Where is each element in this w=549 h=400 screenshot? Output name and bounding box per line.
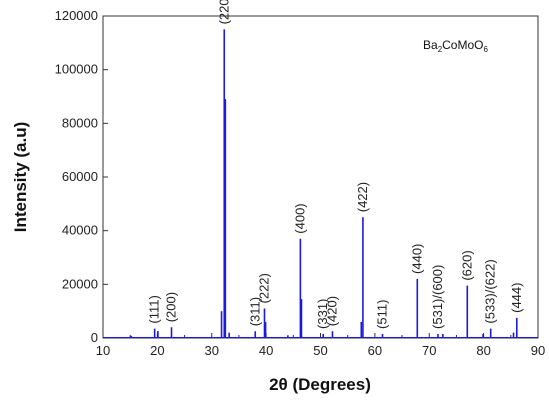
peak-label: (420) xyxy=(324,296,339,326)
x-tick-label: 50 xyxy=(313,343,327,358)
x-tick-label: 70 xyxy=(422,343,436,358)
legend-label-part: Ba xyxy=(423,38,438,52)
y-tick-label: 80000 xyxy=(62,115,98,130)
peak-label: (531)/(600) xyxy=(430,265,445,329)
peak-label: (422) xyxy=(355,182,370,212)
x-tick-label: 90 xyxy=(531,343,545,358)
peak-label: (444) xyxy=(509,283,524,313)
x-tick-label: 20 xyxy=(150,343,164,358)
legend-label-subscript: 2 xyxy=(438,45,443,54)
diffraction-peaks xyxy=(103,29,538,338)
peak-label: (220) xyxy=(216,0,231,24)
peak-label: (111) xyxy=(147,295,162,323)
plot-frame xyxy=(102,15,539,339)
peak-label: (620) xyxy=(459,250,474,280)
y-tick-label: 20000 xyxy=(62,276,98,291)
legend-label: Ba2CoMoO6 xyxy=(423,38,488,54)
peak-label: (440) xyxy=(409,244,424,274)
x-tick-label: 80 xyxy=(476,343,490,358)
x-tick-label: 60 xyxy=(368,343,382,358)
y-tick-label: 60000 xyxy=(62,169,98,184)
y-tick-label: 100000 xyxy=(55,62,98,77)
y-axis-title: Intensity (a.u) xyxy=(11,122,30,233)
x-tick-label: 40 xyxy=(259,343,273,358)
x-tick-label: 30 xyxy=(205,343,219,358)
y-tick-label: 120000 xyxy=(55,8,98,23)
peak-label: (511) xyxy=(374,300,389,329)
peak-label: (533)/(622) xyxy=(483,259,498,323)
x-axis-ticks: 10 20 30 40 50 60 70 80 90 xyxy=(96,333,545,358)
peak-label: (222) xyxy=(256,273,271,303)
peak-label: (311) xyxy=(247,297,262,326)
legend-label-subscript: 6 xyxy=(483,45,488,54)
y-tick-label: 40000 xyxy=(62,223,98,238)
peak-label: (200) xyxy=(164,292,179,322)
y-tick-label: 0 xyxy=(91,330,98,345)
legend-label-part: CoMoO xyxy=(442,38,483,52)
peak-label: (400) xyxy=(292,203,307,233)
peak-labels: (111) (200) (220) (311)(222) (400) (331)(420)… xyxy=(147,0,524,329)
y-axis-ticks: 0 20000 40000 60000 80000 100000 120000 xyxy=(55,8,108,345)
peak-label: (331) xyxy=(315,299,330,329)
x-tick-label: 10 xyxy=(96,343,110,358)
x-axis-title: 2θ (Degrees) xyxy=(269,375,371,394)
